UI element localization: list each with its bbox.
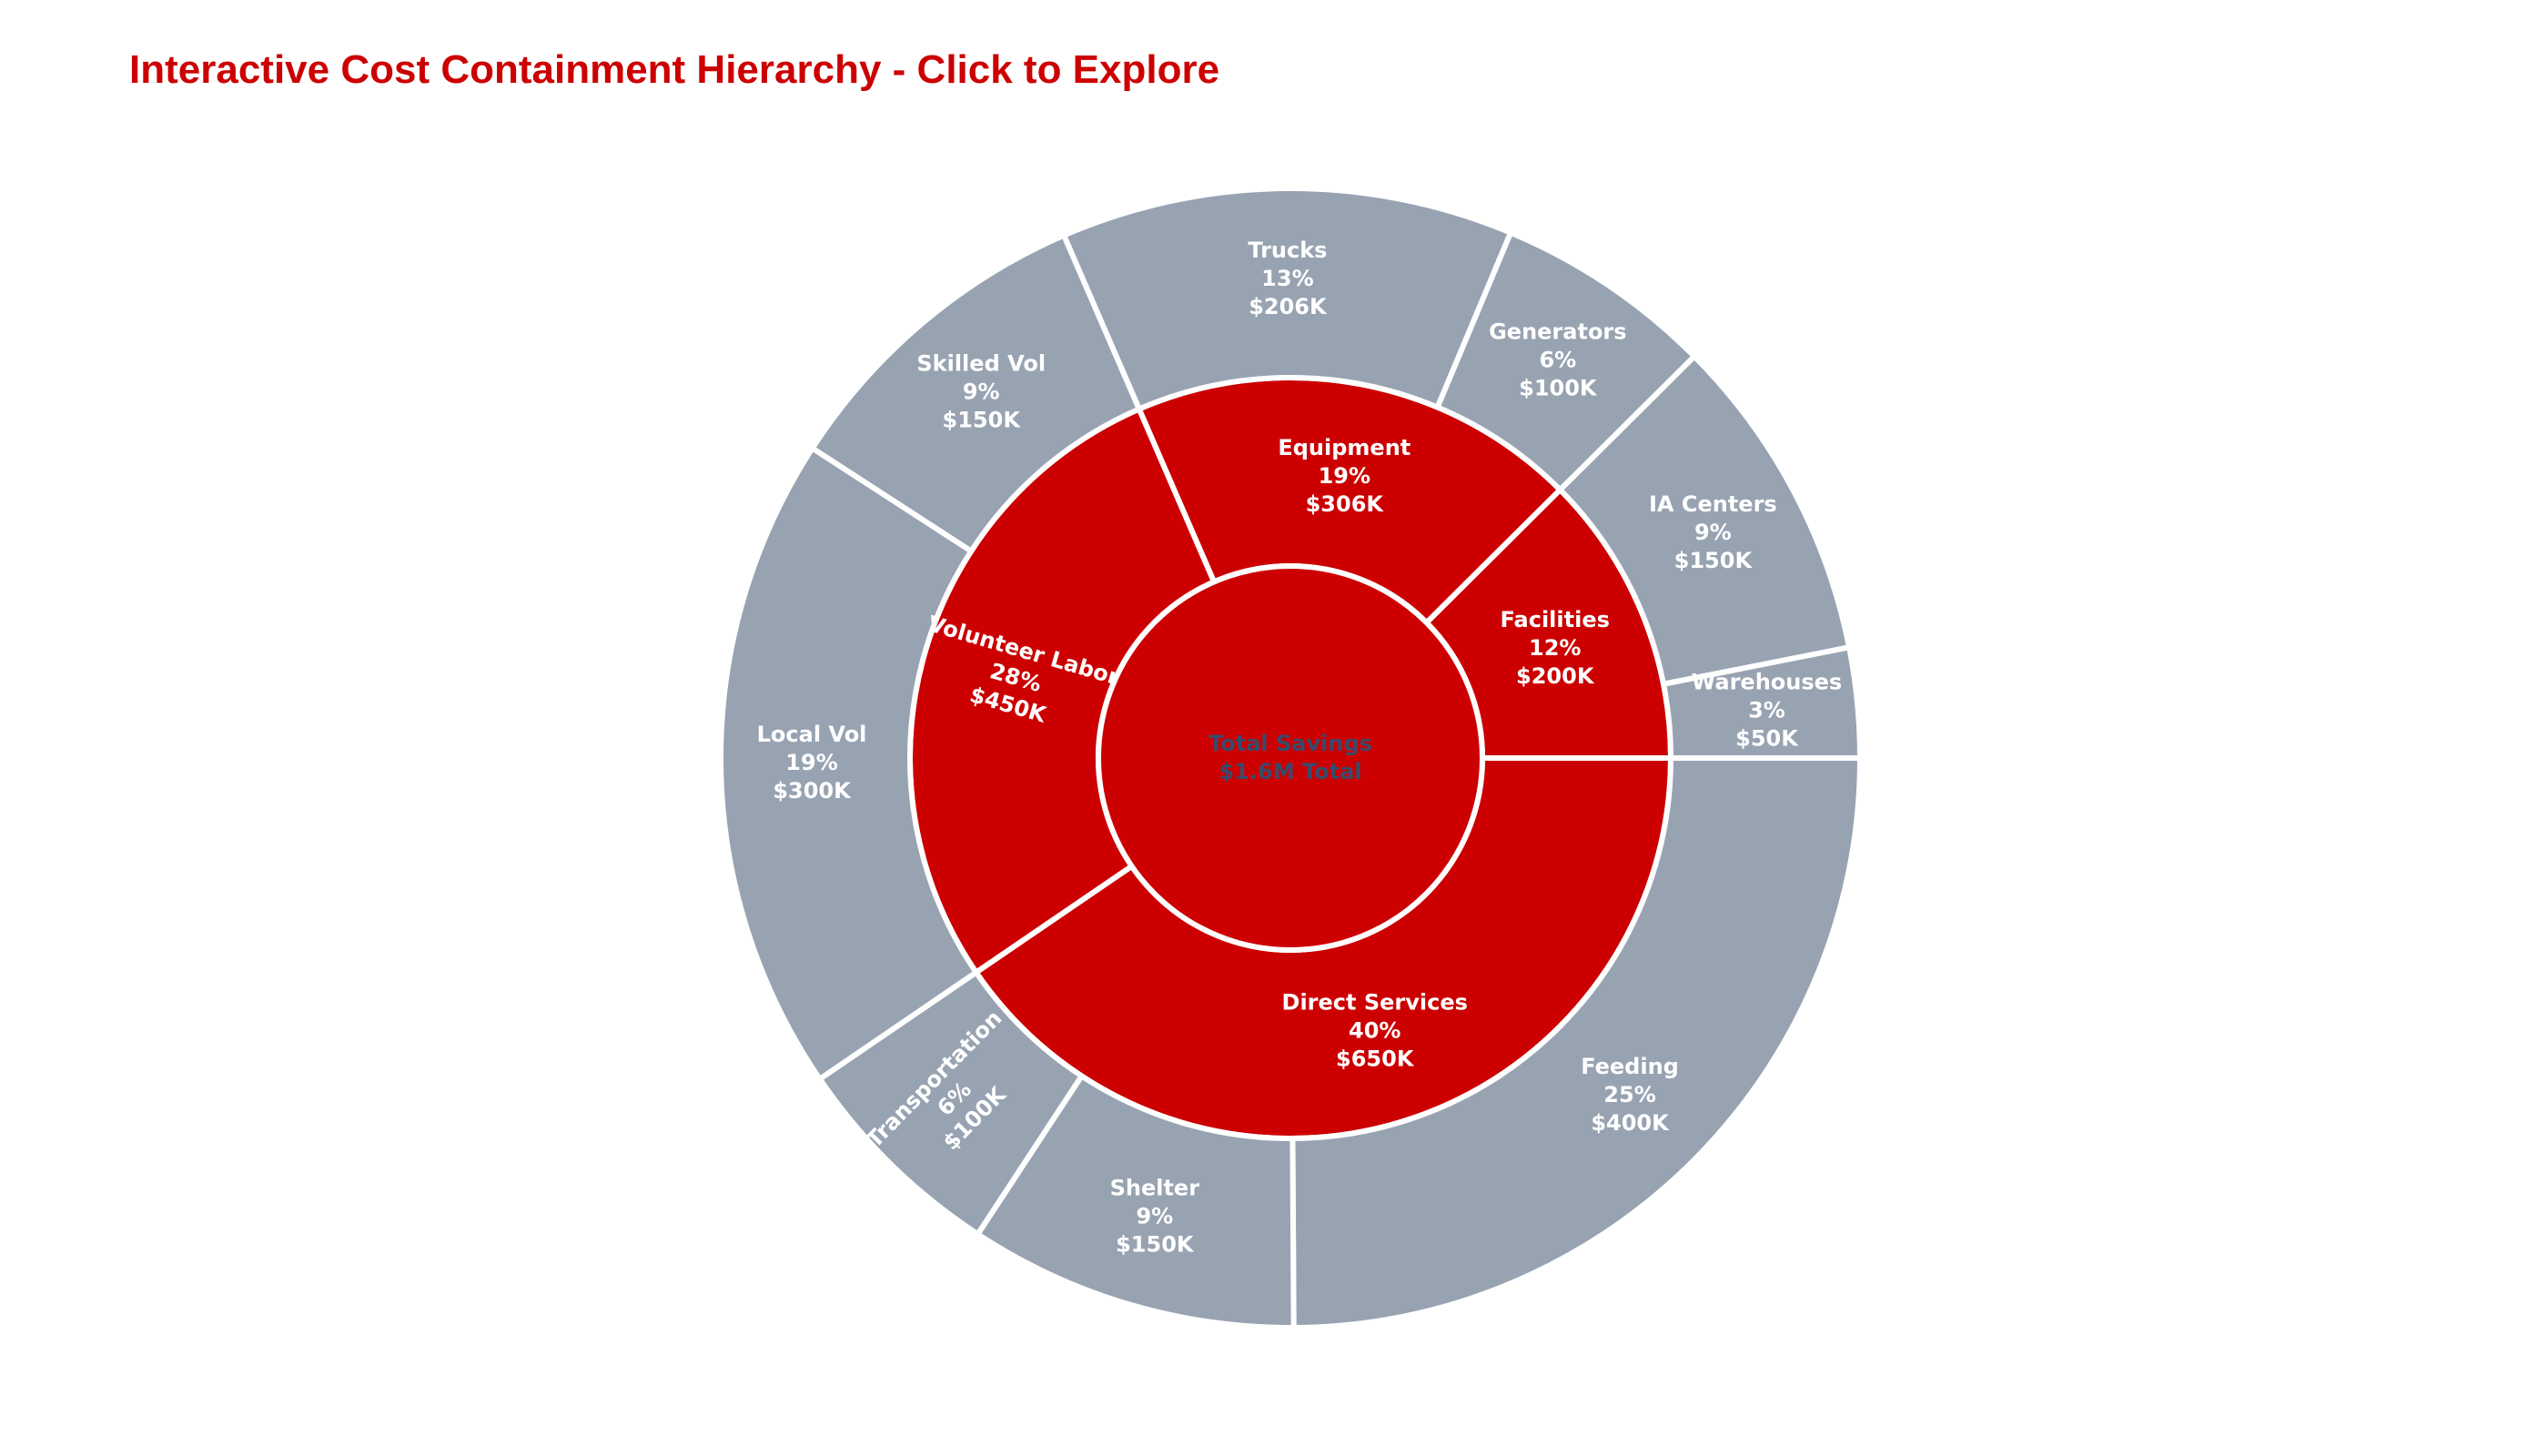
segment-warehouses[interactable]	[1660, 643, 1864, 761]
segment-total-savings[interactable]	[1096, 563, 1485, 953]
segment-layer	[718, 186, 1864, 1331]
segment-trucks[interactable]	[1060, 186, 1515, 413]
segment-feeding[interactable]	[1289, 755, 1864, 1331]
segment-local-vol[interactable]	[718, 444, 980, 1083]
chart-title: Interactive Cost Containment Hierarchy -…	[129, 47, 1220, 92]
